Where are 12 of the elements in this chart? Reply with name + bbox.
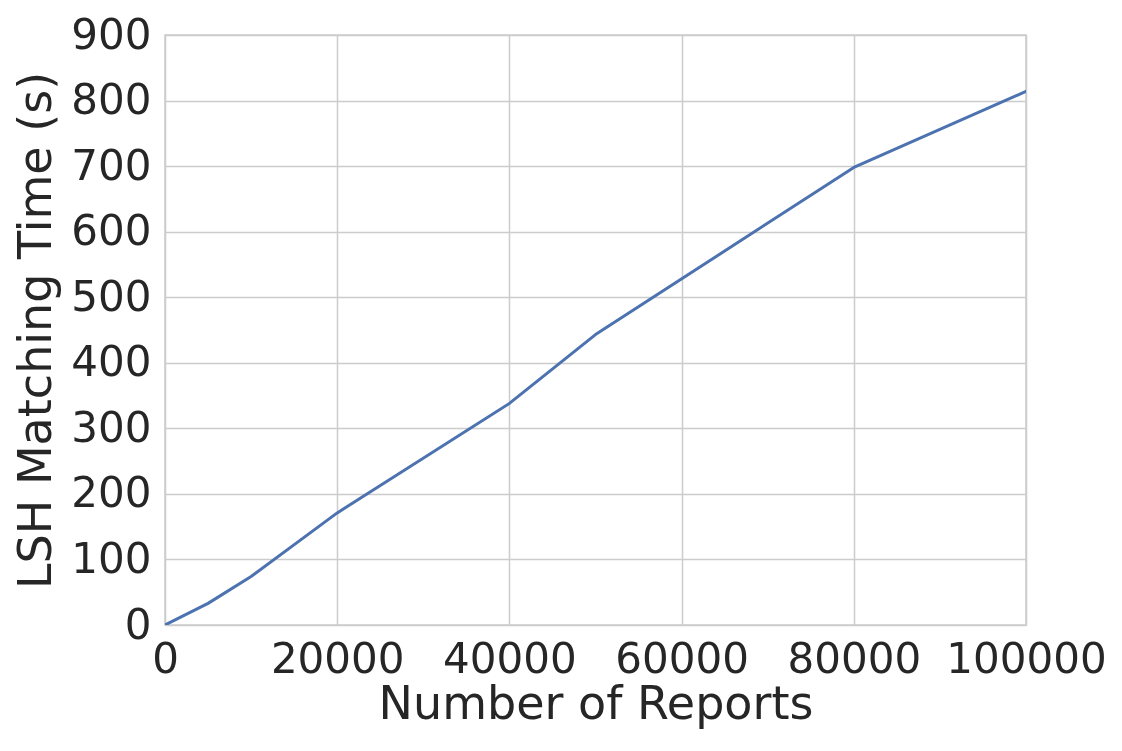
y-tick-label: 400 bbox=[71, 337, 152, 387]
y-tick-label: 700 bbox=[71, 140, 152, 190]
y-tick-label: 0 bbox=[124, 599, 152, 649]
y-axis-title: LSH Matching Time (s) bbox=[8, 71, 63, 590]
y-tick-label: 800 bbox=[71, 75, 152, 125]
y-tick-label: 600 bbox=[71, 206, 152, 256]
y-tick-label: 200 bbox=[71, 468, 152, 518]
y-tick-label: 300 bbox=[71, 402, 152, 452]
y-tick-label: 500 bbox=[71, 271, 152, 321]
y-tick-label: 100 bbox=[71, 533, 152, 583]
y-tick-label: 900 bbox=[71, 9, 152, 59]
x-tick-label: 100000 bbox=[946, 633, 1107, 683]
